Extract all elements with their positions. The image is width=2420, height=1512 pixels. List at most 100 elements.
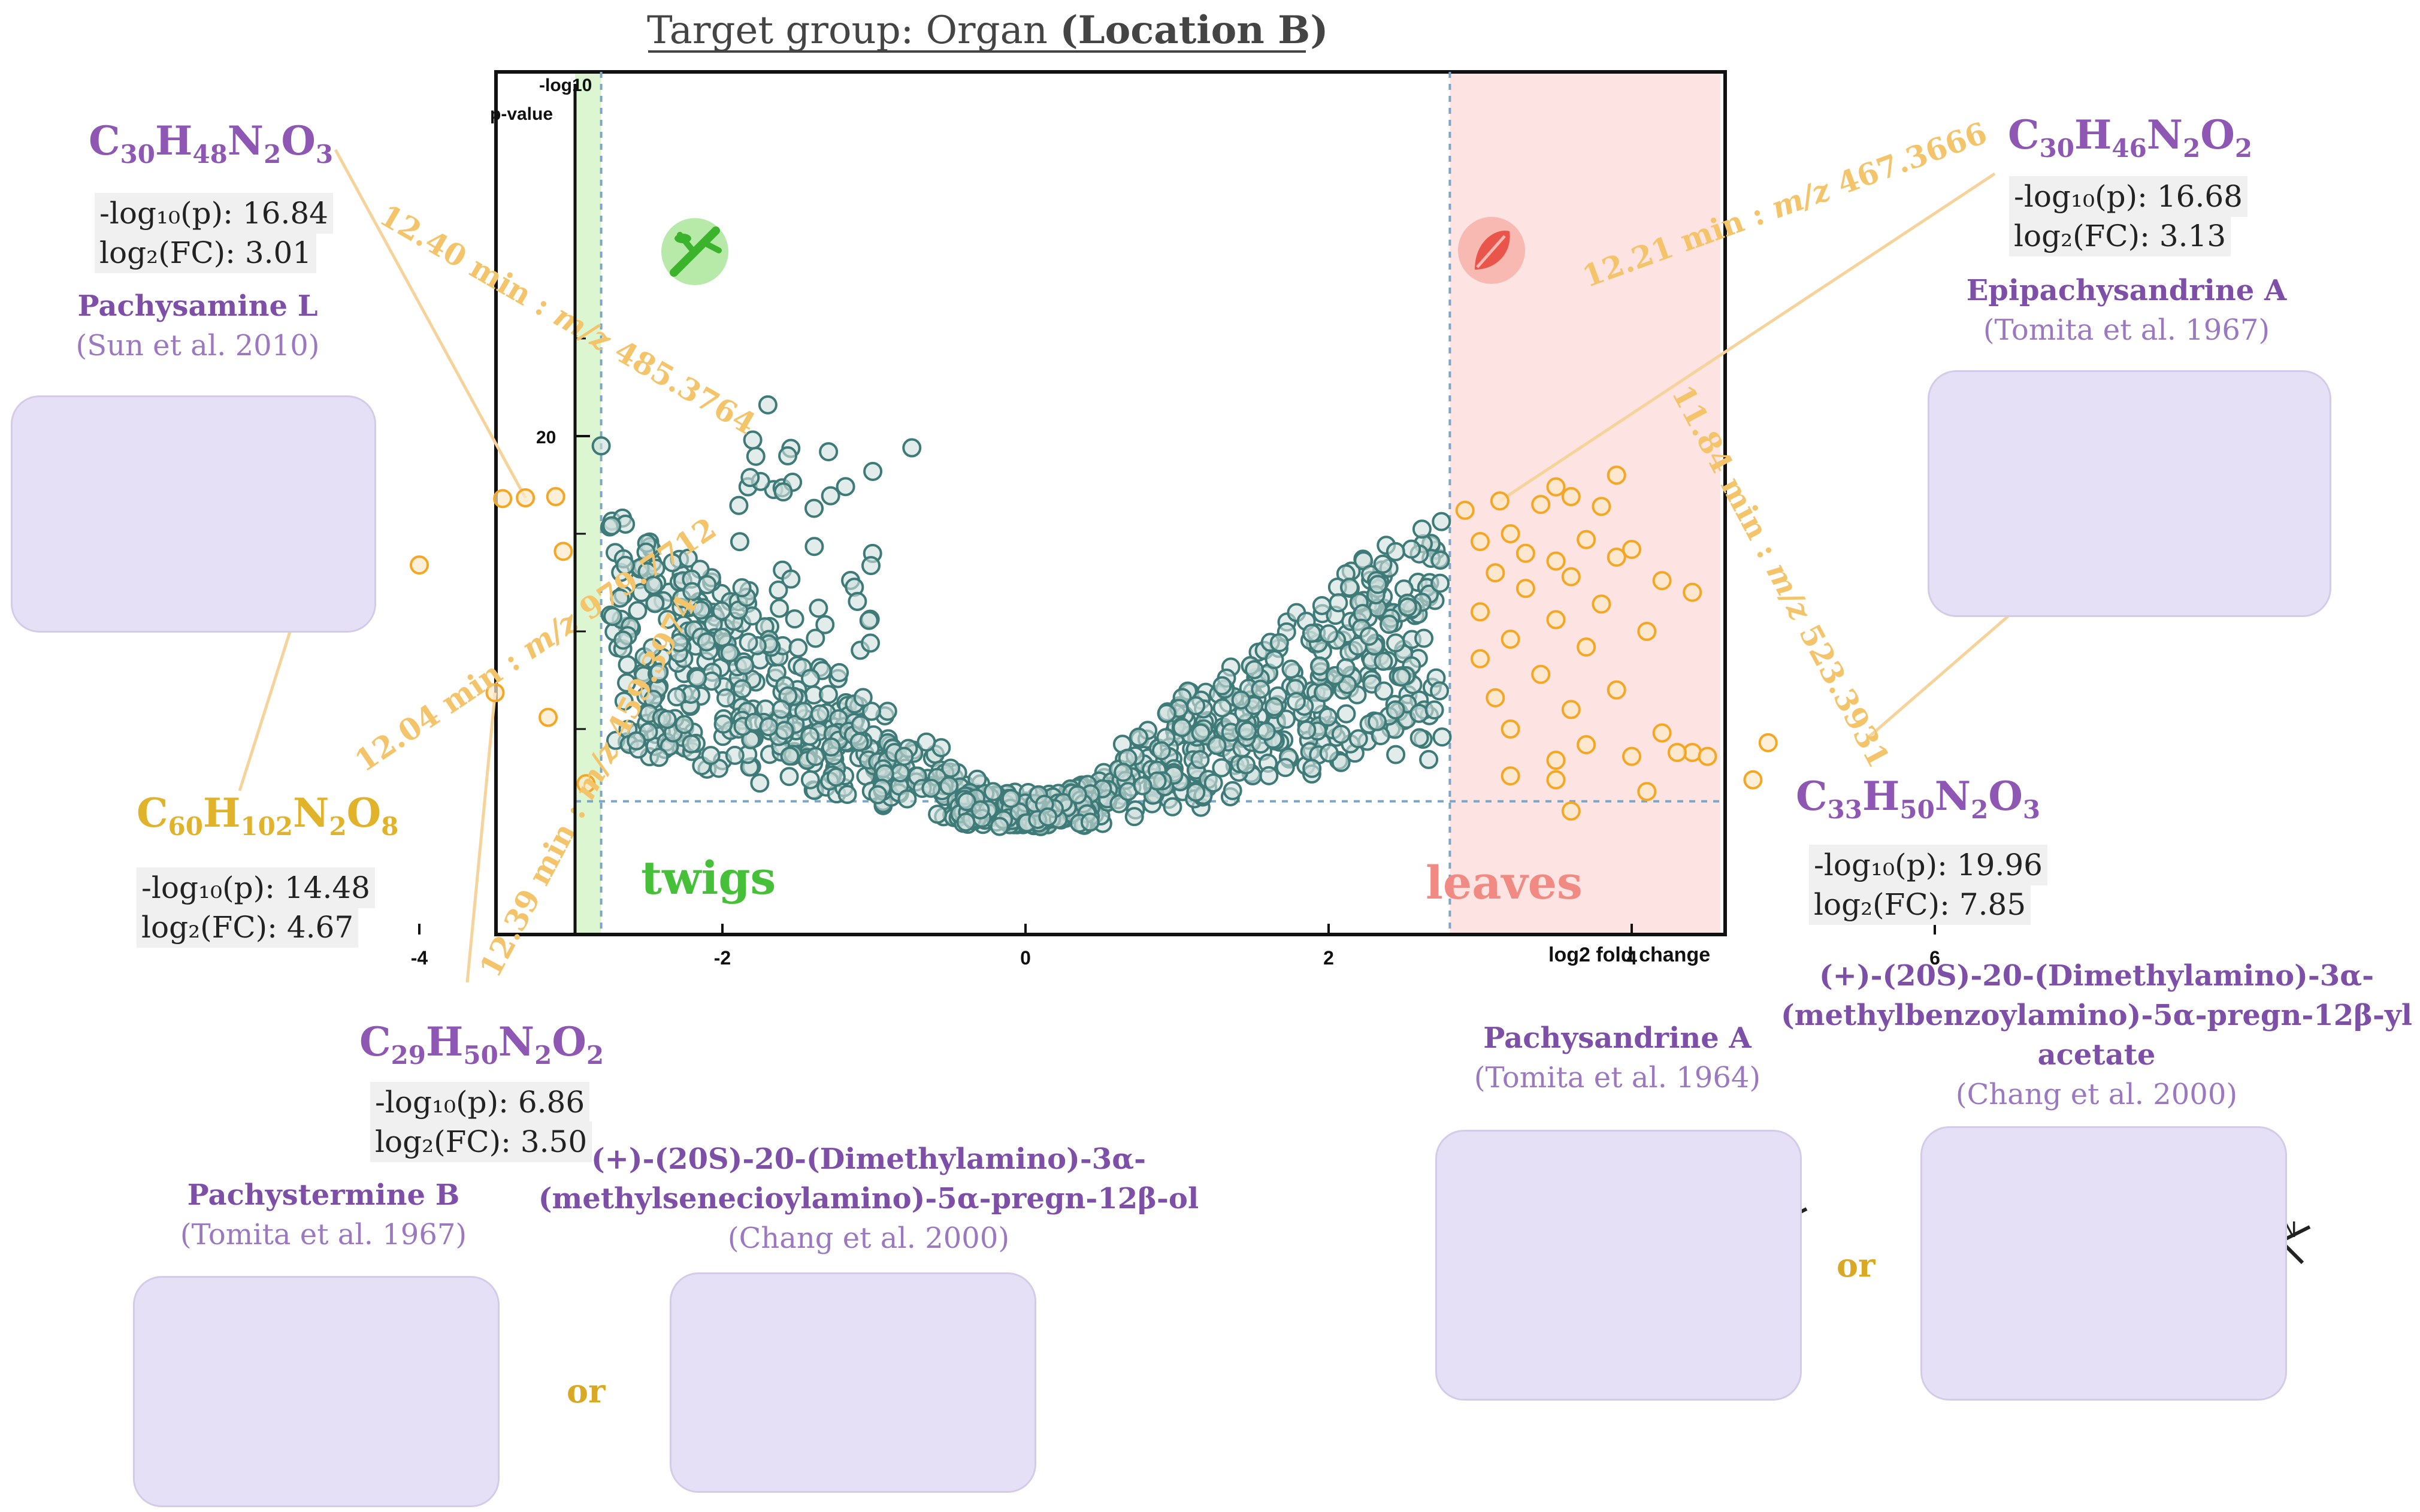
- data-point-nonsig: [1129, 727, 1148, 747]
- data-point-nonsig: [730, 532, 749, 552]
- data-point-nonsig: [1223, 781, 1242, 800]
- data-point-sig: [1531, 664, 1551, 684]
- data-point-nonsig: [1409, 728, 1429, 748]
- data-point-nonsig: [878, 701, 897, 721]
- data-point-nonsig: [806, 628, 825, 648]
- data-point-nonsig: [1336, 704, 1356, 724]
- data-point-sig: [1622, 540, 1641, 560]
- data-point-nonsig: [956, 812, 976, 832]
- data-point-nonsig: [1172, 718, 1192, 737]
- data-point-sig: [1637, 622, 1657, 641]
- data-point-nonsig: [667, 687, 686, 707]
- data-point-sig: [1652, 571, 1672, 591]
- data-point-nonsig: [1275, 758, 1295, 778]
- formula-c30h48n2o3: C30H48N2O3: [89, 117, 334, 170]
- data-point-nonsig: [616, 555, 636, 575]
- data-point-nonsig: [1336, 658, 1356, 678]
- data-point-sig: [1698, 746, 1717, 766]
- data-point-nonsig: [837, 785, 857, 805]
- data-point-nonsig: [770, 598, 789, 618]
- pachysamine-l-box: [11, 395, 376, 633]
- data-point-nonsig: [1309, 656, 1329, 676]
- data-point-nonsig: [863, 461, 883, 481]
- data-point-nonsig: [1186, 696, 1206, 716]
- c3-pvalue: -log₁₀(p): 14.48: [137, 867, 375, 908]
- data-point-nonsig: [769, 580, 788, 600]
- data-point-nonsig: [1409, 703, 1429, 723]
- data-point-nonsig: [628, 601, 648, 621]
- data-point-nonsig: [821, 486, 840, 506]
- data-point-nonsig: [902, 438, 922, 458]
- data-point-nonsig: [1432, 727, 1452, 747]
- data-point-nonsig: [853, 688, 873, 707]
- data-point-sig: [1546, 551, 1566, 571]
- data-point-nonsig: [713, 714, 733, 734]
- data-point-nonsig: [1212, 698, 1232, 718]
- data-point-nonsig: [645, 594, 665, 613]
- c2-pvalue: -log₁₀(p): 16.68: [2009, 176, 2247, 217]
- data-point-nonsig: [1186, 782, 1206, 802]
- data-point-nonsig: [1386, 542, 1405, 561]
- data-point-nonsig: [1319, 624, 1339, 644]
- data-point-sig: [1546, 770, 1566, 790]
- data-point-sig: [516, 488, 536, 508]
- leaves-region: [1450, 72, 1720, 935]
- data-point-nonsig: [739, 633, 758, 652]
- data-point-nonsig: [1207, 736, 1227, 755]
- data-point-nonsig: [610, 588, 630, 608]
- data-point-sig: [1455, 500, 1475, 520]
- data-point-sig: [1637, 782, 1657, 802]
- data-point-nonsig: [1402, 539, 1421, 559]
- c2-identity: Epipachysandrine A (Tomita et al. 1967): [1966, 274, 2287, 347]
- data-point-nonsig: [1392, 667, 1411, 687]
- data-point-nonsig: [759, 717, 779, 737]
- data-point-sig: [1577, 530, 1596, 549]
- data-point-nonsig: [1329, 593, 1348, 613]
- data-point-nonsig: [1348, 729, 1368, 749]
- data-point-nonsig: [1251, 679, 1270, 699]
- data-point-nonsig: [697, 632, 716, 652]
- c5-foldchange: log₂(FC): 3.50: [370, 1121, 592, 1162]
- data-point-nonsig: [788, 638, 808, 658]
- formula-c60h102n2o8: C60H102N2O8: [137, 790, 399, 842]
- or-label-left: or: [567, 1372, 606, 1410]
- ytick-label: 20: [536, 428, 556, 447]
- data-point-nonsig: [1281, 660, 1301, 679]
- data-point-sig: [1471, 602, 1490, 622]
- formula-c29h50n2o2: C29H50N2O2: [359, 1018, 604, 1071]
- data-point-sig: [1471, 532, 1490, 552]
- pachystermine-b-box: [133, 1276, 500, 1507]
- data-point-sig: [410, 555, 429, 575]
- formula-c33h50n2o3: C33H50N2O3: [1796, 773, 2041, 825]
- data-point-sig: [546, 487, 565, 507]
- data-point-nonsig: [1430, 573, 1450, 593]
- data-point-nonsig: [1430, 681, 1450, 701]
- data-point-sig: [1743, 770, 1763, 790]
- data-point-nonsig: [1265, 697, 1284, 716]
- data-point-nonsig: [649, 662, 669, 682]
- data-point-sig: [576, 774, 596, 794]
- data-point-nonsig: [984, 782, 1003, 802]
- senecioyl-box: [670, 1272, 1036, 1493]
- data-point-nonsig: [740, 468, 760, 488]
- data-point-nonsig: [682, 734, 701, 754]
- data-point-sig: [493, 489, 513, 509]
- twig-icon: [661, 218, 728, 285]
- data-point-nonsig: [804, 537, 824, 557]
- data-point-nonsig: [743, 430, 763, 450]
- data-point-nonsig: [806, 746, 825, 766]
- data-point-sig: [1577, 735, 1596, 755]
- data-point-nonsig: [826, 767, 846, 787]
- data-point-nonsig: [1386, 700, 1405, 720]
- c3-foldchange: log₂(FC): 4.67: [137, 907, 359, 948]
- data-point-sig: [485, 683, 505, 703]
- data-point-nonsig: [894, 746, 914, 766]
- data-point-sig: [1515, 579, 1535, 598]
- data-point-nonsig: [1157, 704, 1176, 724]
- data-point-nonsig: [669, 633, 689, 652]
- data-point-nonsig: [957, 792, 976, 812]
- formula-c30h46n2o2: C30H46N2O2: [2008, 111, 2253, 164]
- data-point-sig: [1501, 524, 1520, 543]
- data-point-nonsig: [658, 610, 677, 630]
- c1-foldchange: log₂(FC): 3.01: [95, 232, 317, 273]
